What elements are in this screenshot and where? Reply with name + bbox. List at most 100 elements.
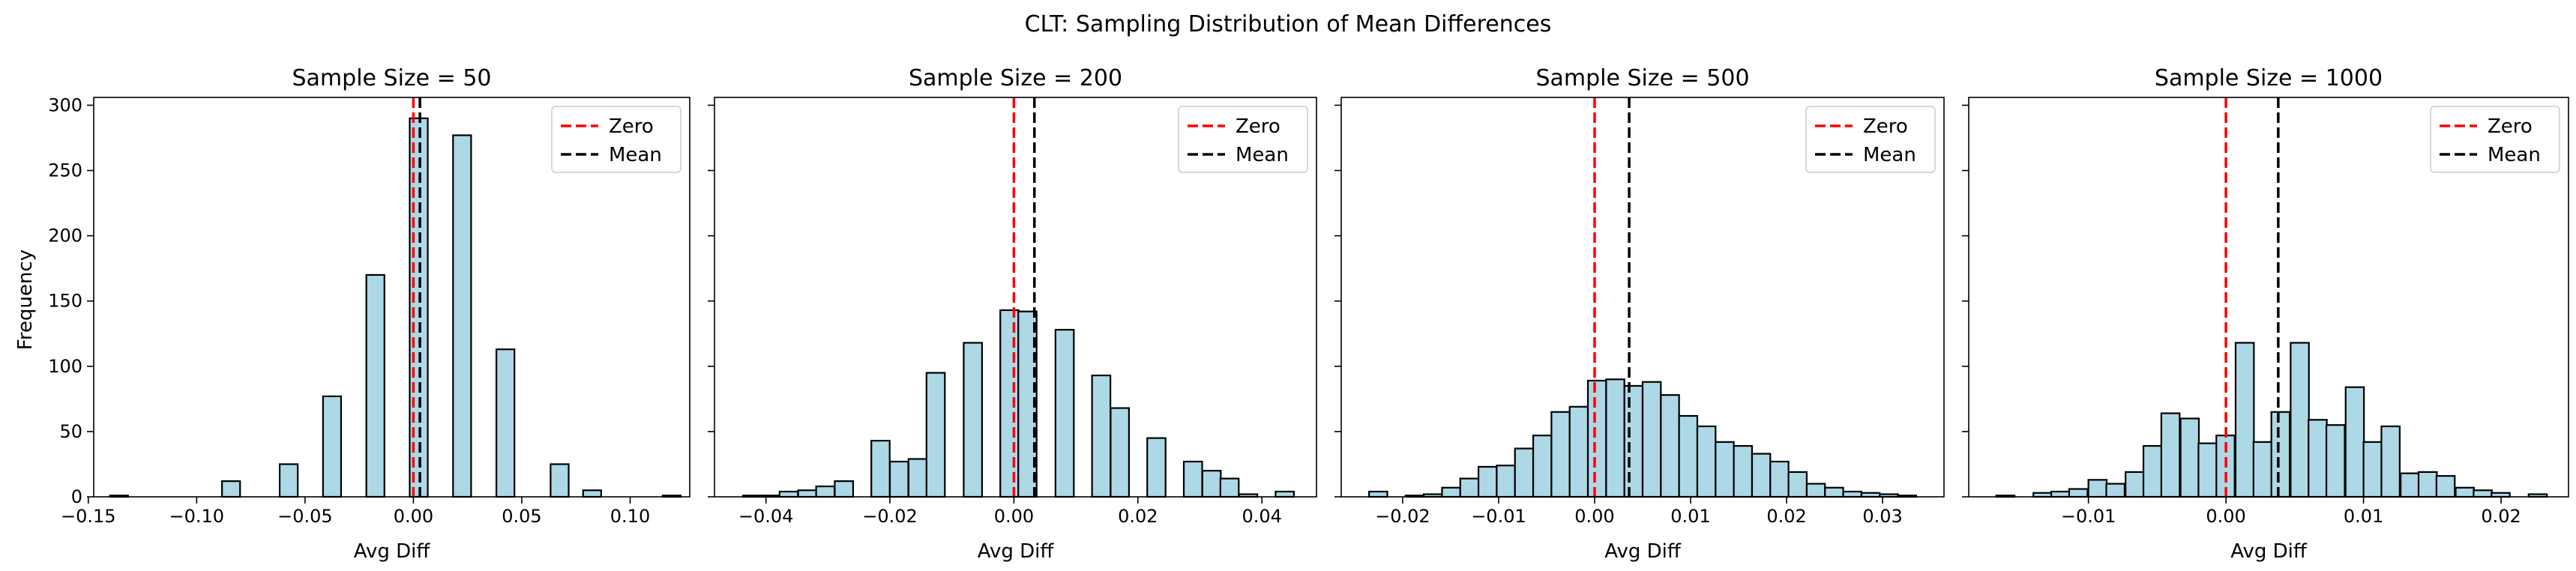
legend-entry-mean-label: Mean xyxy=(609,144,662,166)
x-tick-label: −0.04 xyxy=(738,506,794,527)
histogram-bar xyxy=(278,463,299,498)
x-tick-label: 0.01 xyxy=(2344,506,2383,527)
x-tick-label: 0.02 xyxy=(2481,506,2521,527)
legend-box xyxy=(1178,106,1308,173)
y-tick-label: 0 xyxy=(71,486,82,507)
histogram-bar xyxy=(2179,417,2200,498)
subplot-title: Sample Size = 1000 xyxy=(2155,65,2383,91)
x-tick-label: 0.04 xyxy=(1242,506,1282,527)
histogram-bar xyxy=(2068,488,2089,498)
legend-box xyxy=(2430,106,2560,173)
plot-frame xyxy=(93,97,690,498)
legend-entry-zero-label: Zero xyxy=(609,115,654,138)
histogram-bar xyxy=(2344,386,2365,498)
histogram-bars xyxy=(109,117,682,498)
legend-entry-mean-label: Mean xyxy=(1863,144,1916,166)
histogram-bar xyxy=(1219,477,1240,498)
histogram-bar xyxy=(1275,490,1295,498)
histogram-bar xyxy=(1696,425,1717,498)
histogram-bar xyxy=(1368,490,1388,498)
x-tick-label: −0.15 xyxy=(61,506,116,527)
y-tick-label: 100 xyxy=(48,356,82,377)
histogram-bar xyxy=(452,134,472,498)
legend-entry-zero-label: Zero xyxy=(1236,115,1281,138)
histogram-bar xyxy=(2234,342,2255,498)
histogram-bar xyxy=(1751,453,1772,498)
legend-entry-zero-label: Zero xyxy=(1863,115,1908,138)
histogram-bar xyxy=(1678,414,1699,498)
x-tick-label: −0.01 xyxy=(1471,506,1526,527)
histogram-bar xyxy=(1091,374,1112,498)
y-tick-label: 300 xyxy=(48,94,82,115)
histogram-bar xyxy=(2380,425,2401,498)
x-axis-label: Avg Diff xyxy=(354,540,431,563)
histogram-bar xyxy=(550,463,570,498)
histogram-bar xyxy=(1514,447,1535,498)
subplot-sample-size-500: Sample Size = 500 Avg Diff −0.02 −0.01 0.0… xyxy=(1334,65,1945,563)
x-tick-label: 0.00 xyxy=(994,506,1034,527)
histogram-bar xyxy=(1623,384,1644,498)
x-tick-label: −0.05 xyxy=(277,506,333,527)
histogram-bar xyxy=(2105,483,2125,498)
y-tick-label: 150 xyxy=(48,291,82,312)
histogram-bar xyxy=(2417,471,2438,498)
histogram-bar xyxy=(1824,486,1844,498)
legend: Zero Mean xyxy=(551,106,681,173)
legend: Zero Mean xyxy=(2430,106,2560,173)
histogram-bar xyxy=(582,489,602,498)
legend: Zero Mean xyxy=(1178,106,1308,173)
y-axis-label: Frequency xyxy=(14,250,37,350)
histogram-bar xyxy=(2087,479,2108,498)
histogram-bar xyxy=(1842,490,1862,498)
x-tick-label: 0.00 xyxy=(2206,506,2245,527)
histogram-bar xyxy=(907,458,928,498)
legend-box xyxy=(551,106,681,173)
subplot-title: Sample Size = 50 xyxy=(292,65,492,91)
histogram-bar xyxy=(1441,486,1461,498)
histogram-bar xyxy=(1805,483,1826,498)
histogram-bar xyxy=(1459,477,1480,498)
histogram-bar xyxy=(2290,342,2310,498)
plot-frame xyxy=(1968,97,2569,498)
histogram-bar xyxy=(1146,437,1167,498)
histogram-bar xyxy=(2325,424,2346,498)
histogram-bar xyxy=(1568,405,1589,498)
histogram-bar xyxy=(888,460,909,498)
histogram-bar xyxy=(2125,471,2145,498)
histogram-bar xyxy=(797,489,818,498)
histogram-bar xyxy=(1605,378,1625,498)
y-tick-label: 50 xyxy=(59,421,82,442)
histogram-bar xyxy=(365,274,385,498)
histogram-bar xyxy=(2160,412,2181,498)
legend-box xyxy=(1805,106,1936,173)
histogram-bar xyxy=(1787,471,1808,498)
histogram-bar xyxy=(2270,411,2291,498)
x-tick-label: 0.05 xyxy=(502,506,541,527)
histogram-bar xyxy=(322,395,343,498)
legend-entry-mean-label: Mean xyxy=(2488,144,2541,166)
x-tick-label: 0.00 xyxy=(394,506,433,527)
histogram-bar xyxy=(2473,489,2493,498)
histogram-bar xyxy=(2362,441,2383,498)
x-tick-label: −0.10 xyxy=(169,506,225,527)
histogram-bar xyxy=(2142,444,2163,498)
histogram-bar xyxy=(815,485,836,498)
x-axis-label: Avg Diff xyxy=(1604,540,1682,563)
histogram-bar xyxy=(1660,394,1680,498)
histogram-bars xyxy=(1368,378,1917,498)
y-tick-label: 200 xyxy=(48,226,82,247)
histogram-bar xyxy=(925,372,946,498)
x-tick-label: −0.02 xyxy=(1375,506,1430,527)
subplot-sample-size-200: Sample Size = 200 Avg Diff −0.04 −0.02 0.0… xyxy=(708,65,1317,563)
x-axis-label: Avg Diff xyxy=(978,540,1055,563)
x-tick-label: 0.02 xyxy=(1118,506,1158,527)
histogram-bar xyxy=(2197,442,2218,498)
x-tick-label: 0.10 xyxy=(610,506,650,527)
histogram-bar xyxy=(1733,444,1754,498)
x-tick-label: 0.00 xyxy=(1574,506,1614,527)
y-tick-label: 250 xyxy=(48,160,82,181)
histogram-bar xyxy=(1550,411,1571,498)
histogram-bar xyxy=(1532,435,1553,498)
x-axis-label: Avg Diff xyxy=(2230,540,2308,563)
